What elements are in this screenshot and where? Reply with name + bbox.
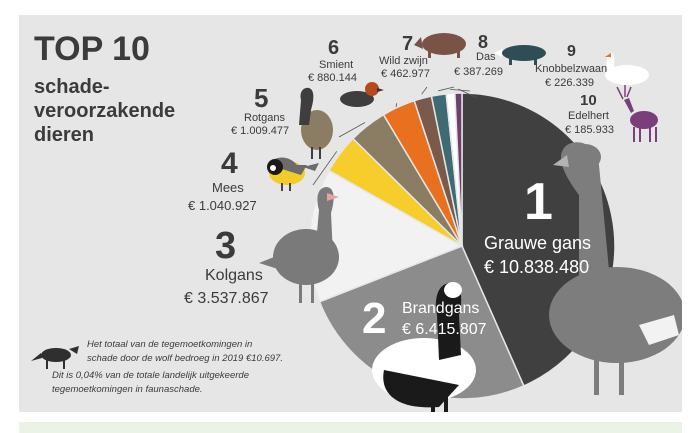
rank-3-value: € 3.537.867	[184, 290, 269, 307]
rank-2-value: € 6.415.807	[402, 321, 487, 338]
rank-1-value: € 10.838.480	[484, 257, 590, 277]
title-line-4: dieren	[34, 124, 95, 146]
leader-line-8	[438, 86, 455, 92]
red-deer-icon	[616, 85, 658, 142]
rank-5-value: € 1.009.477	[231, 125, 290, 137]
rank-7-number: 7	[402, 33, 414, 55]
wolf-icon	[31, 346, 79, 369]
wild-boar-icon	[414, 33, 466, 58]
rank-2-name: Brandgans	[402, 300, 480, 317]
rank-6-number: 6	[328, 37, 340, 59]
rank-9-value: € 226.339	[545, 77, 594, 89]
brent-goose-icon	[299, 87, 333, 159]
rank-9-number: 9	[567, 43, 576, 60]
infographic-panel: TOP 10 schade- veroorzakende dieren 1 Gr…	[19, 15, 682, 412]
leader-line-4	[312, 151, 338, 186]
rank-5-name: Rotgans	[244, 112, 285, 124]
rank-7-name: Wild zwijn	[379, 55, 428, 67]
note-line-4: tegemoetkomingen in faunaschade.	[52, 384, 203, 395]
barnacle-goose-icon	[372, 282, 476, 412]
rank-3-name: Kolgans	[205, 267, 263, 284]
rank-9-name: Knobbelzwaan	[535, 63, 608, 75]
rank-1-name: Grauwe gans	[484, 233, 592, 253]
rank-1-number: 1	[524, 173, 553, 231]
wigeon-icon	[340, 82, 384, 107]
leader-line-7	[421, 86, 428, 95]
rank-4-number: 4	[221, 147, 238, 180]
animal-silhouettes	[31, 33, 682, 412]
rank-6-name: Smient	[319, 59, 354, 71]
great-tit-icon	[267, 157, 319, 191]
rank-5-number: 5	[254, 83, 269, 113]
white-fronted-goose-icon	[259, 187, 339, 303]
title-line-3: veroorzakende	[34, 100, 176, 122]
leader-line-5	[338, 122, 366, 138]
leader-line-10	[458, 88, 478, 99]
note-line-3: Dit is 0,04% van de totale landelijk uit…	[52, 370, 249, 381]
note-line-2: schade door de wolf bedroeg in 2019 €10.…	[87, 353, 283, 364]
rank-2-number: 2	[362, 294, 387, 343]
greylag-goose-icon	[549, 142, 682, 395]
note-line-1: Het totaal van de tegemoetkomingen in	[87, 339, 253, 350]
rank-10-value: € 185.933	[565, 124, 614, 136]
bottom-strip	[19, 422, 682, 433]
rank-8-number: 8	[478, 32, 489, 52]
rank-10-name: Edelhert	[568, 110, 609, 122]
rank-8-name: Das	[476, 51, 496, 63]
rank-4-name: Mees	[212, 180, 244, 195]
title-top: TOP 10	[34, 30, 150, 68]
title-line-2: schade-	[34, 76, 110, 98]
rank-3-number: 3	[215, 225, 237, 267]
pie-chart	[31, 33, 682, 412]
badger-icon	[494, 45, 546, 65]
pie-slice-10	[454, 92, 463, 247]
rank-6-value: € 880.144	[308, 72, 357, 84]
rank-7-value: € 462.977	[381, 68, 430, 80]
rank-8-value: € 387.269	[454, 66, 503, 78]
leader-line-6	[395, 103, 398, 108]
rank-10-number: 10	[580, 92, 597, 109]
rank-4-value: € 1.040.927	[188, 198, 257, 213]
mute-swan-icon	[605, 53, 649, 85]
